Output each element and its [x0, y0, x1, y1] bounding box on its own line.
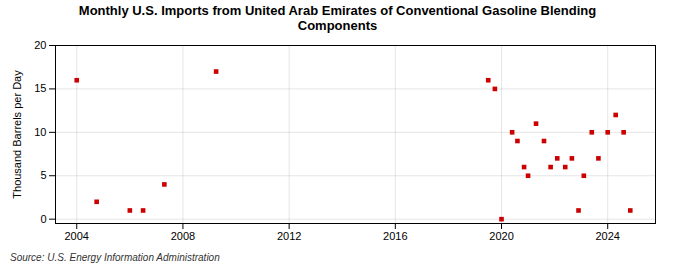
svg-text:2024: 2024: [595, 230, 619, 242]
svg-text:20: 20: [34, 39, 46, 51]
svg-text:2004: 2004: [64, 230, 88, 242]
svg-text:5: 5: [40, 169, 46, 181]
html-text:Monthly U.S. Imports from Unit: Monthly U.S. Imports from United Arab Em…: [78, 3, 597, 33]
svg-text:2020: 2020: [489, 230, 513, 242]
svg-text:10: 10: [34, 126, 46, 138]
html-text:Source: U.S. Energy Informatio: Source: U.S. Energy Information Administ…: [10, 252, 220, 263]
svg-text:2016: 2016: [383, 230, 407, 242]
svg-text:Thousand Barrels per Day: Thousand Barrels per Day: [11, 70, 23, 199]
svg-text:15: 15: [34, 82, 46, 94]
svg-text:2008: 2008: [171, 230, 195, 242]
svg-text:0: 0: [40, 213, 46, 225]
svg-text:2012: 2012: [277, 230, 301, 242]
